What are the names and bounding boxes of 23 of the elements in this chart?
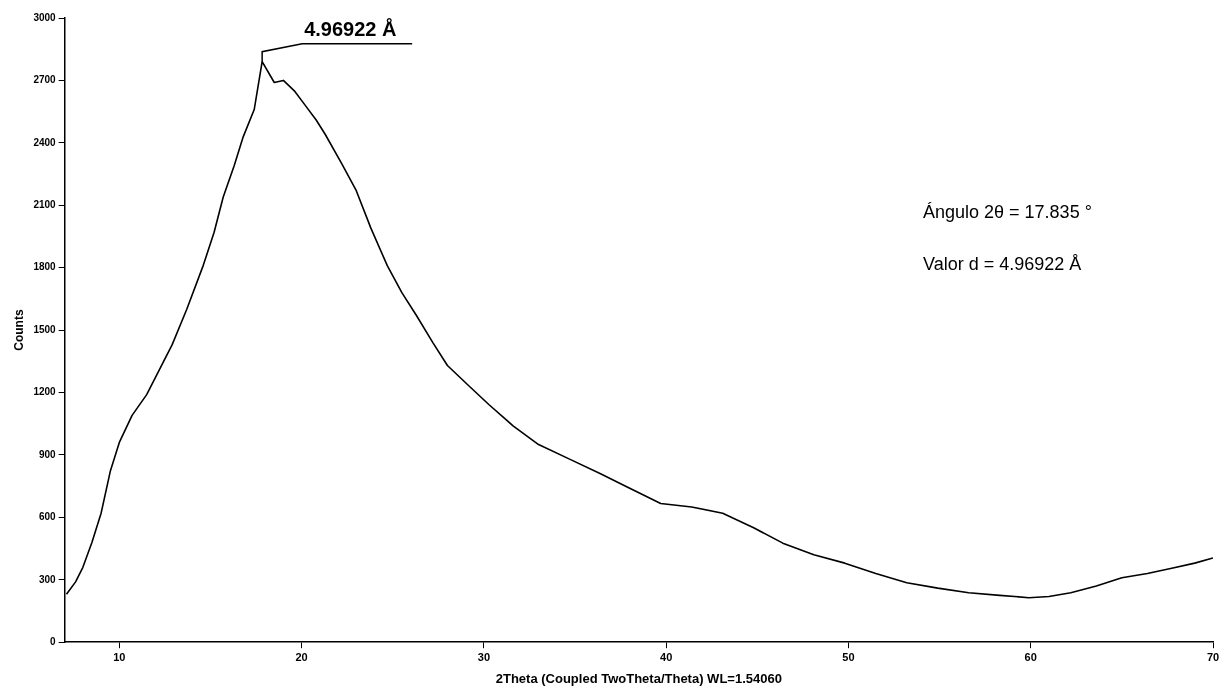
x-tick-label: 70	[1206, 650, 1220, 663]
x-tick-label: 20	[295, 650, 308, 663]
x-tick-label: 30	[477, 650, 491, 663]
x-tick-label: 50	[842, 650, 855, 663]
x-tick-label: 60	[1024, 650, 1037, 663]
y-axis-title: Counts	[11, 309, 26, 351]
y-tick-label: 0	[50, 635, 57, 647]
y-tick-label: 1200	[33, 386, 57, 398]
y-tick-label: 2100	[33, 199, 57, 211]
x-tick-label: 10	[113, 650, 126, 663]
y-tick-label: 900	[38, 448, 57, 460]
y-tick-label: 2700	[33, 74, 57, 86]
x-tick-label: 40	[660, 650, 673, 663]
y-tick-label: 1800	[33, 261, 57, 273]
y-tick-label: 1500	[33, 323, 57, 335]
y-tick-label: 2400	[33, 136, 57, 148]
annotation: Valor d = 4.96922 Å	[923, 253, 1082, 274]
y-tick-label: 300	[38, 573, 57, 585]
y-tick-label: 3000	[33, 11, 57, 23]
annotation: 4.96922 Å	[304, 17, 397, 41]
y-tick-label: 600	[38, 511, 57, 523]
annotation: Ángulo 2θ = 17.835 °	[923, 201, 1092, 222]
x-axis-title: 2Theta (Coupled TwoTheta/Theta) WL=1.54060	[495, 670, 782, 686]
